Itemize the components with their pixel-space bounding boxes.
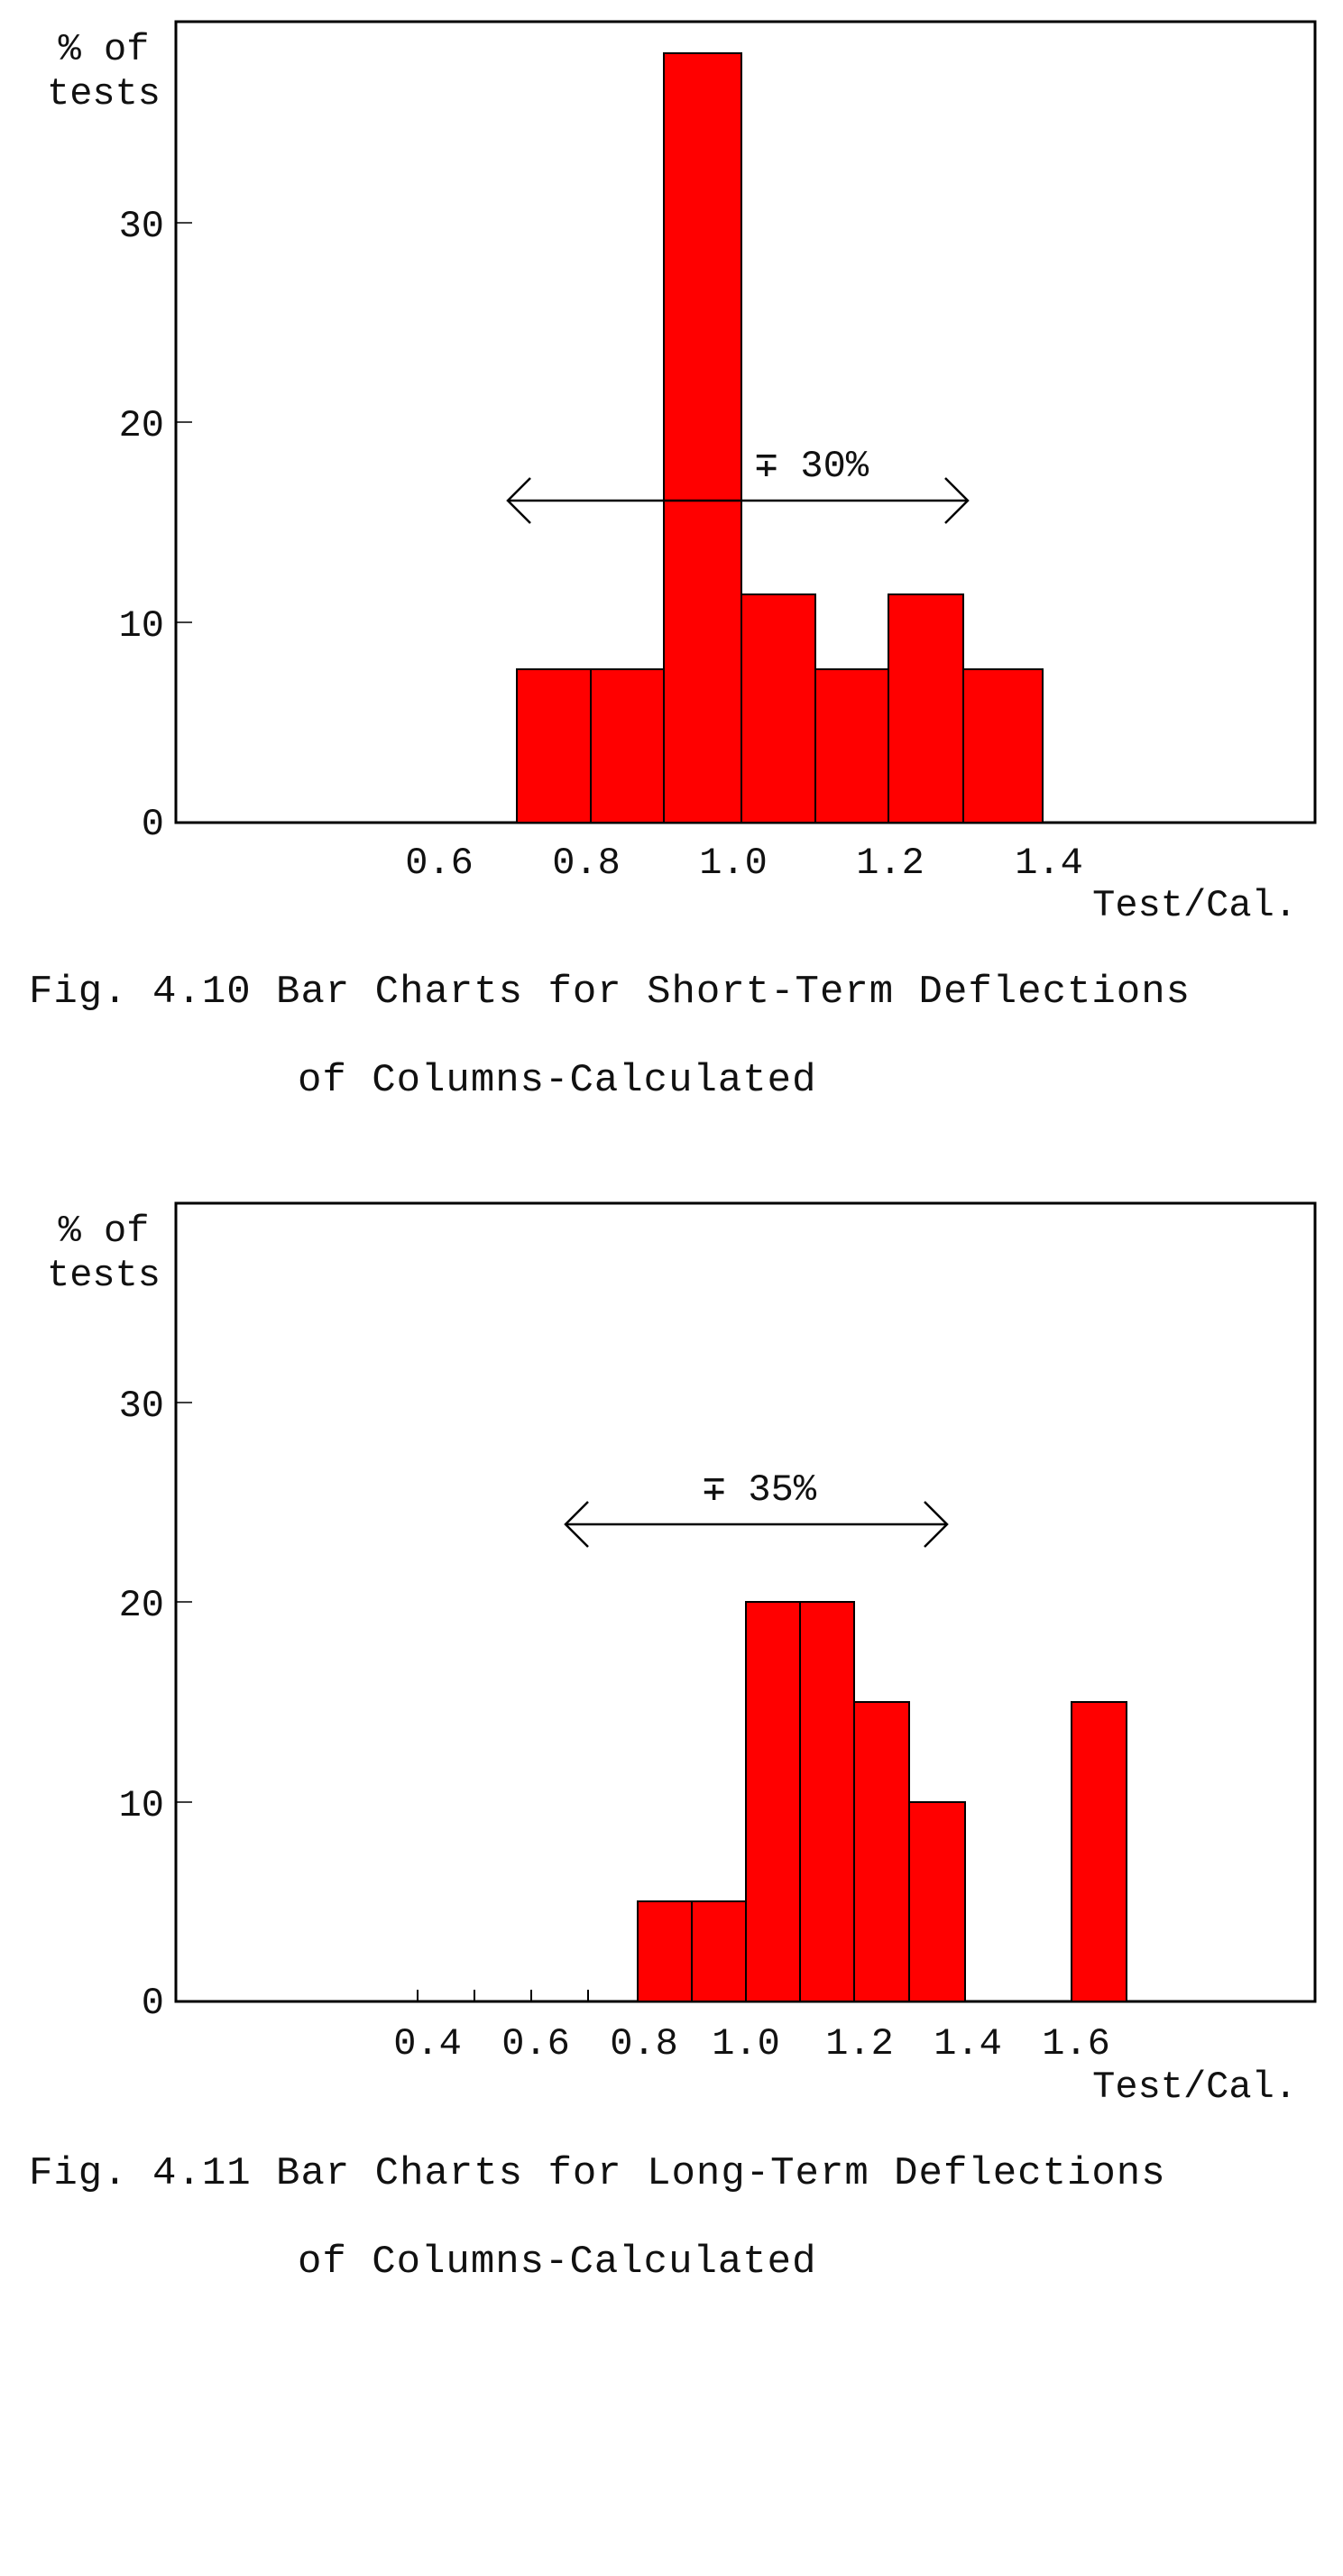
svg-text:0.6: 0.6	[405, 842, 474, 885]
svg-text:1.4: 1.4	[1015, 842, 1083, 885]
y-axis-label-line2: tests	[47, 1254, 161, 1297]
y-axis-label-line2: tests	[47, 72, 161, 115]
svg-text:1.2: 1.2	[856, 842, 924, 885]
chart-fig-4-11: % of tests 30 20 10 0 ∓ 35%	[47, 1201, 1317, 2109]
tolerance-label: ∓ 35%	[703, 1468, 817, 1512]
y-ticks: 30 20 10 0	[119, 205, 192, 846]
svg-text:0.6: 0.6	[501, 2022, 570, 2065]
svg-text:0.8: 0.8	[610, 2022, 678, 2065]
svg-text:0: 0	[142, 803, 164, 846]
x-minor-ticks	[417, 1990, 589, 2001]
bars	[516, 52, 1044, 823]
svg-text:1.0: 1.0	[712, 2022, 780, 2065]
svg-text:1.2: 1.2	[825, 2022, 894, 2065]
figure-caption-1-line1: Fig. 4.10 Bar Charts for Short-Term Defl…	[29, 970, 1191, 1015]
x-axis-label: Test/Cal.	[1092, 2065, 1297, 2109]
tolerance-arrow	[506, 477, 970, 524]
svg-text:1.4: 1.4	[934, 2022, 1002, 2065]
svg-text:20: 20	[119, 404, 164, 447]
svg-text:1.0: 1.0	[699, 842, 768, 885]
y-axis-label-line1: % of	[59, 28, 150, 71]
svg-text:0.8: 0.8	[552, 842, 621, 885]
figure-caption-1-line2: of Columns-Calculated	[298, 1058, 817, 1103]
svg-text:30: 30	[119, 1385, 164, 1428]
y-ticks: 30 20 10 0	[119, 1385, 192, 2025]
svg-text:30: 30	[119, 205, 164, 248]
svg-text:20: 20	[119, 1584, 164, 1627]
figure-caption-2-line1: Fig. 4.11 Bar Charts for Long-Term Defle…	[29, 2151, 1166, 2196]
x-tick-labels: 0.4 0.6 0.8 1.0 1.2 1.4 1.6	[393, 2022, 1110, 2065]
svg-text:1.6: 1.6	[1042, 2022, 1110, 2065]
chart-fig-4-10: % of tests 30 20 10 0 ∓ 30% 0.6 0.8 1.0	[47, 20, 1317, 927]
svg-text:10: 10	[119, 1784, 164, 1827]
svg-text:0.4: 0.4	[393, 2022, 462, 2065]
bars	[637, 1601, 1127, 2002]
x-tick-labels: 0.6 0.8 1.0 1.2 1.4	[405, 842, 1083, 885]
tolerance-label: ∓ 30%	[755, 445, 869, 488]
x-axis-label: Test/Cal.	[1092, 884, 1297, 927]
tolerance-arrow	[564, 1501, 949, 1548]
svg-text:0: 0	[142, 1982, 164, 2025]
figure-caption-2-line2: of Columns-Calculated	[298, 2240, 817, 2285]
y-axis-label-line1: % of	[59, 1210, 150, 1253]
svg-text:10: 10	[119, 604, 164, 648]
